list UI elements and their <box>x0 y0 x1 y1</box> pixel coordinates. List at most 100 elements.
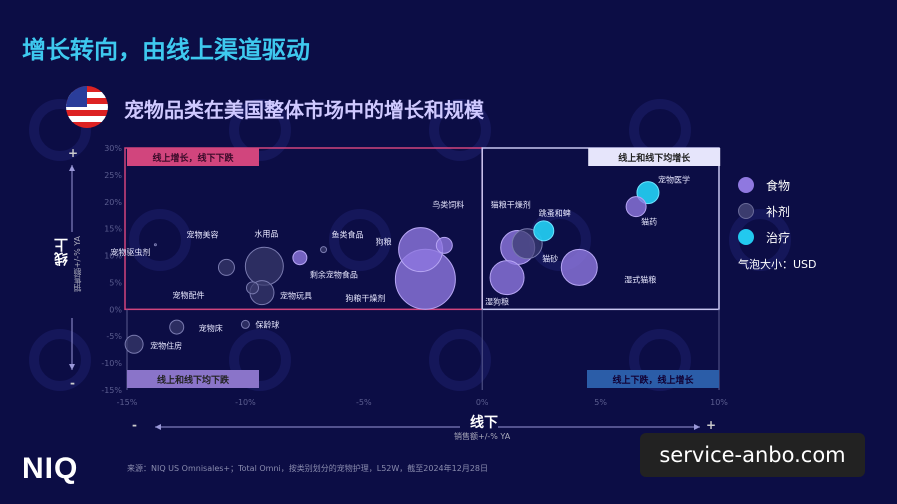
x-tick-label: -10% <box>235 398 256 407</box>
x-minus: - <box>132 418 137 432</box>
arrow-left-icon <box>155 424 161 430</box>
quadrant-label-box <box>588 148 721 166</box>
bubble <box>511 228 543 260</box>
y-plus: + <box>68 146 79 160</box>
bubble <box>169 319 185 335</box>
watermark-ring <box>29 99 91 161</box>
x-tick-label: -15% <box>117 398 138 407</box>
bubble <box>217 258 235 276</box>
food-dot-icon <box>738 177 754 193</box>
y-minus: - <box>70 376 75 390</box>
quadrant-label: 线上增长，线下下跌 <box>152 152 234 164</box>
quadrant-label: 线上下跌，线上增长 <box>612 374 694 386</box>
watermark-ring <box>429 99 491 161</box>
chart-subtitle: 宠物品类在美国整体市场中的增长和规模 <box>124 98 484 122</box>
watermark-ring <box>229 329 291 391</box>
quadrant-label-box <box>127 148 259 166</box>
legend-label: 治疗 <box>766 230 791 245</box>
bubble-label: 猫粮干燥剂 <box>491 199 531 209</box>
watermark-ring <box>729 209 791 271</box>
bubble <box>292 250 308 266</box>
y-tick-label: 25% <box>104 171 122 180</box>
y-tick-label: 15% <box>104 225 122 234</box>
y-tick-label: 20% <box>104 198 122 207</box>
y-axis-sublabel: 销售额+/-% YA <box>73 236 82 293</box>
bubble-label: 狗粮干燥剂 <box>345 293 385 303</box>
x-plus: + <box>706 418 717 432</box>
legend-label: 补剂 <box>766 204 791 219</box>
bubble-label: 狗粮 <box>376 237 392 247</box>
source-note: 来源：NIQ US Omnisales+；Total Omni，按类别划分的宠物… <box>127 464 489 473</box>
bubble-size-note: 气泡大小：USD <box>738 258 817 271</box>
y-axis-label: 线上 <box>54 238 70 266</box>
bubble-label: 猫砂 <box>542 254 558 264</box>
bubble <box>625 196 647 218</box>
bubble-label: 宠物玩具 <box>280 291 312 301</box>
x-tick-label: 5% <box>594 398 607 407</box>
page-title: 增长转向，由线上渠道驱动 <box>22 36 310 64</box>
y-tick-label: 30% <box>104 144 122 153</box>
bubble <box>246 281 260 295</box>
bubble-label: 宠物驱虫剂 <box>110 247 150 257</box>
bubble-label: 湿式猫粮 <box>624 274 656 284</box>
arrow-up-icon <box>69 165 75 171</box>
legend-item-supplement: 补剂 <box>738 198 868 224</box>
arrow-right-icon <box>694 424 700 430</box>
watermark-ring <box>329 209 391 271</box>
niq-logo: NIQ <box>22 452 79 485</box>
x-tick-label: -5% <box>356 398 372 407</box>
legend-label: 食物 <box>766 178 791 193</box>
legend-item-food: 食物 <box>738 172 868 198</box>
bubble <box>435 236 453 254</box>
bubble-label: 宠物美容 <box>186 229 218 239</box>
y-tick-label: 5% <box>109 278 122 287</box>
overlay-watermark: service-anbo.com <box>640 433 865 477</box>
quadrant-label-box <box>127 370 259 388</box>
watermark-ring <box>229 99 291 161</box>
y-tick-label: -10% <box>101 359 122 368</box>
supplement-dot-icon <box>738 203 754 219</box>
legend: 食物 补剂 治疗 气泡大小：USD <box>738 172 868 272</box>
quadrant-label-box <box>587 370 719 388</box>
bubble <box>244 246 284 286</box>
y-tick-label: -15% <box>101 386 122 395</box>
bubble <box>636 181 660 205</box>
quadrant-label: 线上和线下均下跌 <box>157 374 230 386</box>
bubble <box>489 260 525 296</box>
x-tick-label: 0% <box>476 398 489 407</box>
bubble-label: 保龄球 <box>255 319 279 329</box>
x-axis-sublabel: 销售额+/-% YA <box>454 432 511 441</box>
bubble <box>560 248 598 286</box>
quadrant-label: 线上和线下均增长 <box>618 152 691 164</box>
bubble-label: 宠物医学 <box>658 175 690 185</box>
bubble-label: 猫药 <box>641 217 657 227</box>
bubble-label: 宠物床 <box>199 323 223 333</box>
bubble <box>398 227 444 273</box>
bubble-label: 宠物配件 <box>173 290 205 300</box>
bubble <box>124 334 144 354</box>
y-tick-label: 0% <box>109 305 122 314</box>
bubble-label: 湿狗粮 <box>485 297 509 307</box>
watermark-ring <box>29 329 91 391</box>
bubble <box>153 243 157 247</box>
bubble <box>240 319 250 329</box>
bubble-label: 宠物住房 <box>150 340 182 350</box>
bubble-label: 剩余宠物食品 <box>310 270 358 280</box>
flag-canton <box>66 86 87 107</box>
legend-item-treatment: 治疗 <box>738 224 868 250</box>
y-tick-label: -5% <box>106 332 122 341</box>
bubble <box>533 220 555 242</box>
bubble-label: 鱼类食品 <box>332 230 364 240</box>
treatment-dot-icon <box>738 229 754 245</box>
arrow-down-icon <box>69 364 75 370</box>
bubble-label: 水用品 <box>254 228 278 238</box>
x-tick-label: 10% <box>710 398 728 407</box>
y-tick-label: 10% <box>104 252 122 261</box>
bubble-label: 鸟类饲料 <box>432 199 464 209</box>
bubble-label: 跳蚤和蜱 <box>539 208 571 218</box>
x-axis-label: 线下 <box>470 415 498 431</box>
watermark-ring <box>129 209 191 271</box>
bubble <box>320 246 328 254</box>
watermark-ring <box>429 329 491 391</box>
